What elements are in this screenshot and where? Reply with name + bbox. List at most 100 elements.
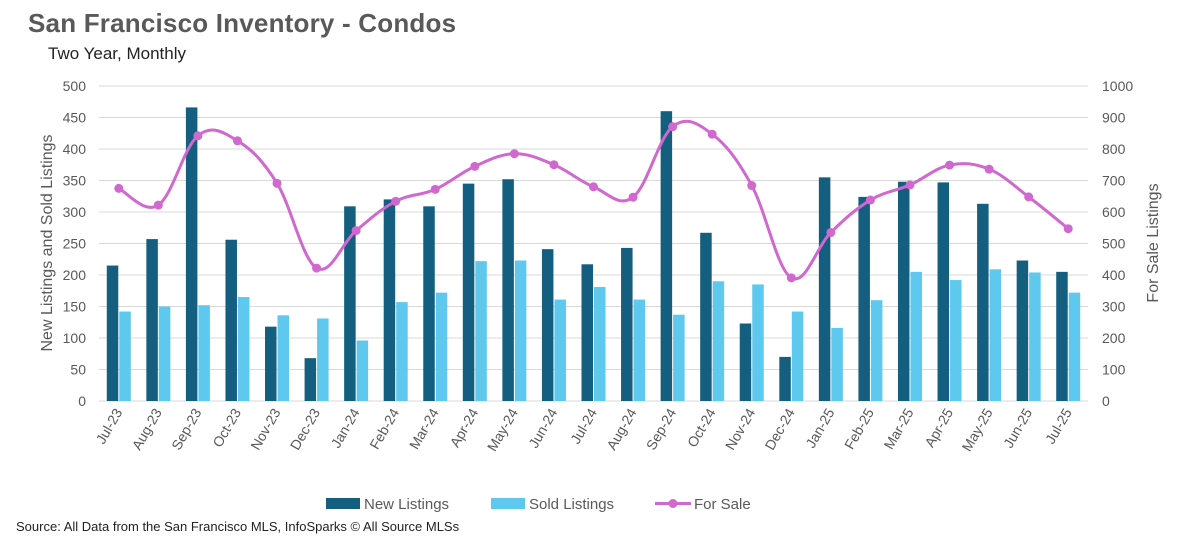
x-tick-label: Mar-24: [406, 405, 442, 452]
y-tick-label: 150: [63, 299, 87, 315]
for-sale-point: [1063, 224, 1073, 234]
bar-new-listings: [937, 182, 950, 401]
bar-sold-listings: [989, 269, 1002, 401]
bar-sold-listings: [356, 340, 369, 401]
bar-new-listings: [265, 326, 277, 401]
legend-label-sold-listings: Sold Listings: [529, 496, 614, 513]
for-sale-point: [668, 122, 678, 132]
y-tick-label: 0: [78, 393, 86, 409]
for-sale-point: [1024, 192, 1034, 202]
bar-sold-listings: [831, 327, 843, 401]
x-tick-label: May-24: [484, 405, 521, 454]
bar-sold-listings: [1068, 292, 1081, 401]
bar-new-listings: [502, 179, 514, 401]
bar-sold-listings: [594, 286, 606, 401]
x-tick-label: Oct-23: [209, 405, 244, 450]
x-axis-ticks: Jul-23 Aug-23 Sep-23 Oct-23 Nov-23 Dec-23 Jan-…: [92, 405, 1074, 454]
bar-new-listings: [581, 264, 593, 401]
bar-sold-listings: [910, 271, 922, 401]
y2-tick-label: 400: [1102, 267, 1126, 283]
x-tick-label: Apr-25: [921, 405, 956, 450]
bar-new-listings: [383, 199, 396, 401]
bar-new-listings: [462, 183, 475, 401]
for-sale-point: [430, 184, 440, 194]
bar-new-listings: [977, 203, 989, 401]
bar-sold-listings: [1029, 272, 1041, 401]
bar-new-listings: [1056, 271, 1068, 401]
y2-tick-label: 900: [1102, 110, 1126, 126]
legend-swatch-for-sale-marker: [668, 499, 678, 508]
x-tick-label: Jan-25: [802, 405, 837, 450]
for-sale-series-line: [118, 119, 1070, 281]
bar-sold-listings: [119, 311, 131, 401]
y2-tick-label: 600: [1102, 204, 1126, 220]
x-tick-label: Aug-24: [603, 405, 640, 452]
bar-sold-listings: [633, 299, 646, 401]
for-sale-point: [193, 131, 203, 141]
for-sale-point: [786, 273, 796, 283]
y-tick-label: 500: [63, 78, 87, 94]
for-sale-point: [232, 136, 242, 146]
for-sale-point: [153, 200, 163, 210]
legend-swatch-new-listings: [326, 498, 360, 509]
bar-sold-listings: [712, 281, 725, 401]
for-sale-point: [509, 149, 519, 159]
for-sale-point: [470, 161, 480, 171]
y-tick-label: 100: [63, 330, 87, 346]
bar-new-listings: [739, 323, 752, 401]
x-tick-label: May-25: [958, 405, 995, 454]
for-sale-point: [312, 263, 322, 273]
bar-new-listings: [423, 206, 435, 401]
bar-sold-listings: [317, 318, 329, 401]
bar-sold-listings: [950, 280, 962, 401]
x-tick-label: Feb-24: [366, 405, 402, 452]
for-sale-point: [114, 183, 124, 193]
right-axis-title: For Sale Listings: [1145, 183, 1162, 302]
x-tick-label: Jun-24: [525, 405, 560, 450]
bar-sold-listings: [752, 284, 764, 401]
bar-new-listings: [344, 206, 356, 401]
bar-new-listings: [779, 356, 791, 401]
bar-new-listings: [225, 239, 237, 401]
y2-tick-label: 800: [1102, 141, 1126, 157]
for-sale-point: [984, 164, 994, 174]
chart-subtitle: Two Year, Monthly: [48, 44, 186, 63]
legend-label-for-sale: For Sale: [694, 496, 751, 513]
bar-sold-listings: [514, 260, 527, 401]
x-tick-label: Jan-24: [327, 405, 362, 450]
left-axis-ticks: 0 50 100 150 200 250 300 350 400 450 500: [63, 78, 87, 409]
x-tick-label: Oct-24: [684, 405, 719, 450]
x-tick-label: Sep-23: [168, 405, 205, 452]
for-sale-line: [114, 119, 1073, 283]
for-sale-point: [945, 160, 955, 170]
x-tick-label: Jun-25: [1000, 405, 1035, 450]
for-sale-point: [628, 192, 638, 202]
y-tick-label: 50: [70, 362, 86, 378]
y2-tick-label: 700: [1102, 173, 1126, 189]
x-tick-label: Nov-24: [722, 405, 759, 452]
bar-new-listings: [700, 232, 712, 401]
y2-tick-label: 200: [1102, 330, 1126, 346]
legend-swatch-sold-listings: [491, 498, 525, 509]
bar-sold-listings: [237, 297, 250, 401]
legend-label-new-listings: New Listings: [364, 496, 449, 513]
x-tick-label: Sep-24: [643, 405, 680, 452]
x-tick-label: Jul-24: [567, 405, 600, 446]
bar-sold-listings: [673, 314, 685, 401]
x-tick-label: Jul-25: [1042, 405, 1075, 446]
y-tick-label: 300: [63, 204, 87, 220]
for-sale-point: [351, 226, 361, 236]
for-sale-point: [905, 180, 915, 190]
bars: [106, 107, 1081, 402]
bar-sold-listings: [435, 292, 448, 401]
left-axis-title: New Listings and Sold Listings: [39, 134, 56, 351]
y-tick-label: 250: [63, 236, 87, 252]
y-tick-label: 450: [63, 110, 87, 126]
y2-tick-label: 0: [1102, 393, 1110, 409]
x-tick-label: Apr-24: [447, 405, 482, 450]
for-sale-point: [865, 195, 875, 205]
right-axis-ticks: 0 100 200 300 400 500 600 700 800 900 1000: [1102, 78, 1133, 409]
y-tick-label: 400: [63, 141, 87, 157]
legend: New Listings Sold Listings For Sale: [326, 496, 751, 513]
